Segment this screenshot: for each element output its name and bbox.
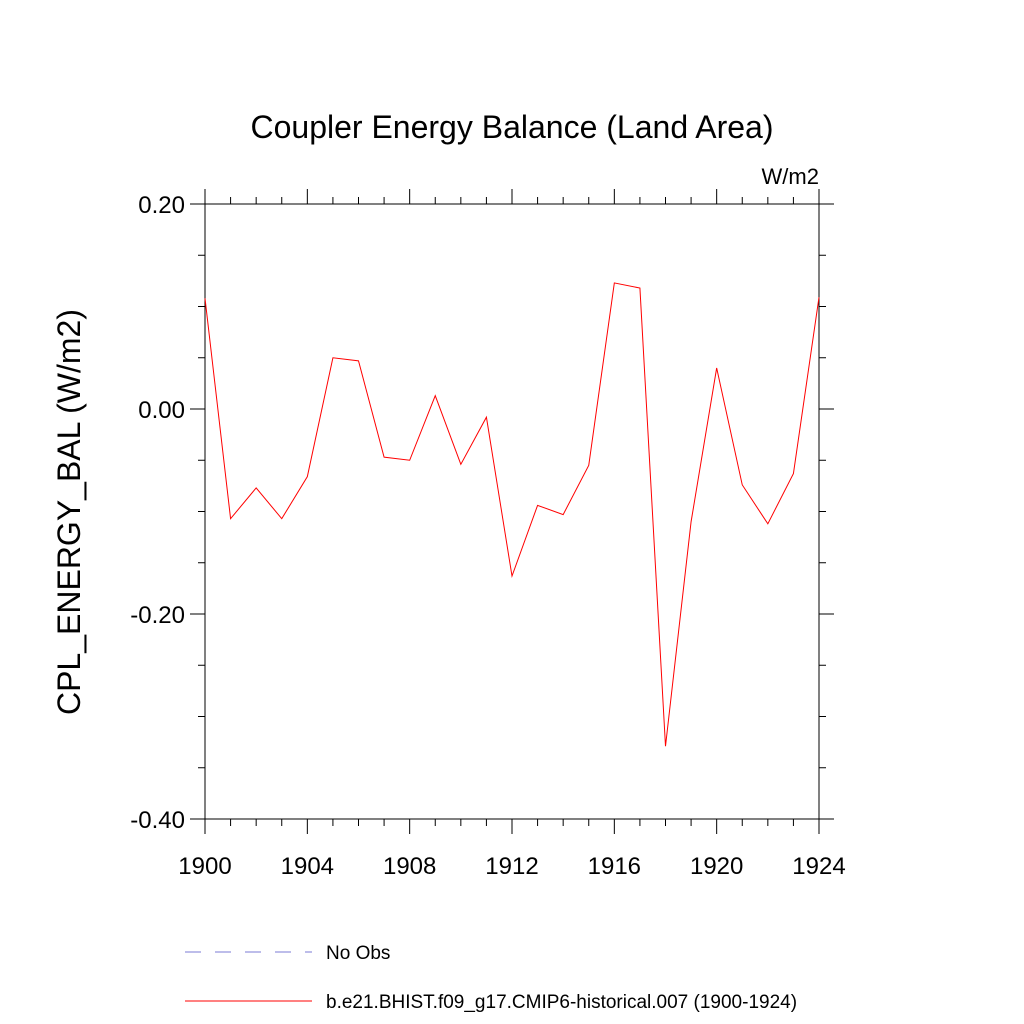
legend-label: b.e21.BHIST.f09_g17.CMIP6-historical.007… [326,992,797,1013]
x-tick-label: 1916 [588,853,641,880]
y-axis-label: CPL_ENERGY_BAL (W/m2) [51,309,87,715]
x-tick-label: 1908 [383,853,436,880]
legend-label: No Obs [326,943,390,964]
y-tick-label: -0.40 [130,807,185,834]
chart-title: Coupler Energy Balance (Land Area) [251,109,774,145]
x-tick-label: 1924 [792,853,845,880]
x-tick-label: 1900 [178,853,231,880]
y-tick-label: 0.20 [138,192,185,219]
x-tick-label: 1920 [690,853,743,880]
data-line [204,282,820,747]
y-tick-label: -0.20 [130,602,185,629]
x-tick-label: 1904 [281,853,334,880]
x-tick-label: 1912 [485,853,538,880]
y-tick-label: 0.00 [138,397,185,424]
units-label: W/m2 [762,164,819,189]
plot-frame [204,203,820,820]
